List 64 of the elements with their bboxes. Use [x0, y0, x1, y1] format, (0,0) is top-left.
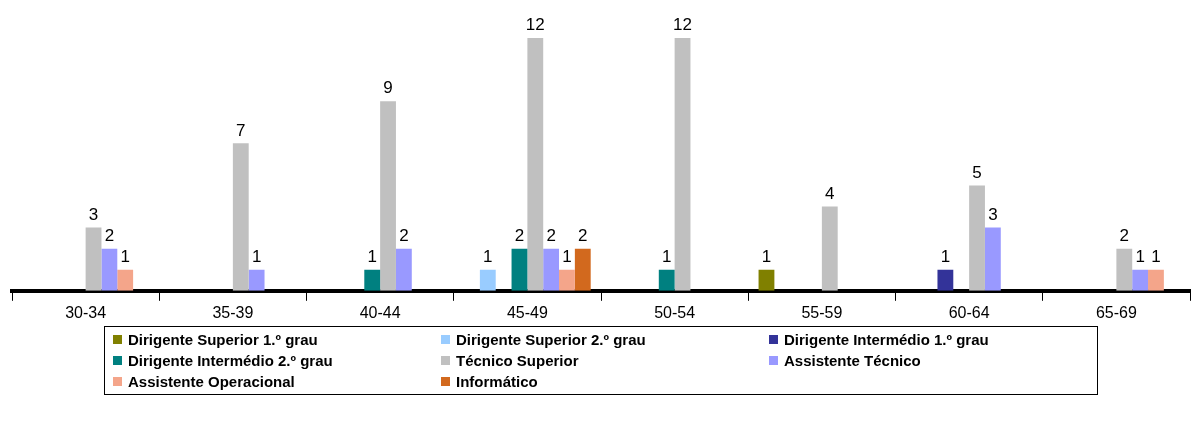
bar [658, 269, 675, 291]
data-label: 1 [367, 246, 377, 266]
legend-label: Dirigente Superior 1.º grau [128, 331, 318, 348]
data-label: 2 [546, 225, 556, 245]
legend-label: Dirigente Intermédio 1.º grau [784, 331, 989, 348]
bar [364, 269, 381, 291]
legend-label: Assistente Operacional [128, 373, 295, 390]
bar [1148, 269, 1164, 291]
bar [559, 269, 575, 291]
data-label: 3 [988, 204, 998, 224]
bar [85, 227, 102, 291]
legend-label: Dirigente Superior 2.º grau [456, 331, 646, 348]
data-label: 9 [383, 78, 393, 98]
bar [969, 185, 985, 291]
x-tick-label: 60-64 [948, 303, 990, 321]
x-tick-label: 40-44 [359, 303, 401, 321]
legend-label: Assistente Técnico [784, 352, 921, 369]
x-tick-label: 55-59 [801, 303, 843, 321]
data-label: 3 [88, 204, 99, 224]
data-label: 7 [236, 120, 246, 140]
legend-label: Informático [456, 373, 538, 390]
bar [937, 269, 954, 291]
bar [574, 248, 591, 291]
data-label: 2 [578, 225, 588, 245]
x-tick-label: 65-69 [1095, 303, 1137, 321]
bar [117, 269, 134, 291]
bar [395, 248, 412, 291]
bar [674, 38, 691, 291]
bar [543, 248, 560, 291]
bar [1116, 248, 1133, 291]
data-label: 12 [525, 15, 545, 35]
data-label: 5 [972, 162, 982, 182]
bar [232, 143, 249, 291]
legend-label: Técnico Superior [456, 352, 579, 369]
data-label: 1 [120, 246, 130, 266]
data-label: 2 [399, 225, 409, 245]
bar [821, 206, 838, 291]
x-tick-label: 30-34 [65, 303, 107, 321]
data-label: 2 [514, 225, 525, 245]
x-tick-label: 50-54 [654, 303, 696, 321]
bar [248, 269, 265, 291]
data-label: 1 [1151, 246, 1161, 266]
x-tick-label: 35-39 [212, 303, 254, 321]
bar [101, 248, 118, 291]
data-label: 1 [483, 246, 493, 266]
data-label: 1 [562, 246, 572, 266]
data-label: 2 [104, 225, 115, 245]
data-label: 1 [1135, 246, 1145, 266]
bar [511, 248, 528, 291]
x-tick-label: 45-49 [506, 303, 548, 321]
data-label: 1 [761, 246, 772, 266]
data-label: 4 [825, 183, 835, 203]
data-label: 1 [251, 246, 262, 266]
bar [1132, 269, 1149, 291]
bar [984, 227, 1001, 291]
bar [758, 269, 775, 291]
data-label: 1 [661, 246, 672, 266]
bar [527, 38, 544, 291]
bar [479, 269, 496, 291]
bar [380, 101, 396, 291]
data-label: 12 [673, 15, 692, 35]
data-label: 2 [1119, 225, 1130, 245]
legend-label: Dirigente Intermédio 2.º grau [128, 352, 333, 369]
data-label: 1 [940, 246, 951, 266]
